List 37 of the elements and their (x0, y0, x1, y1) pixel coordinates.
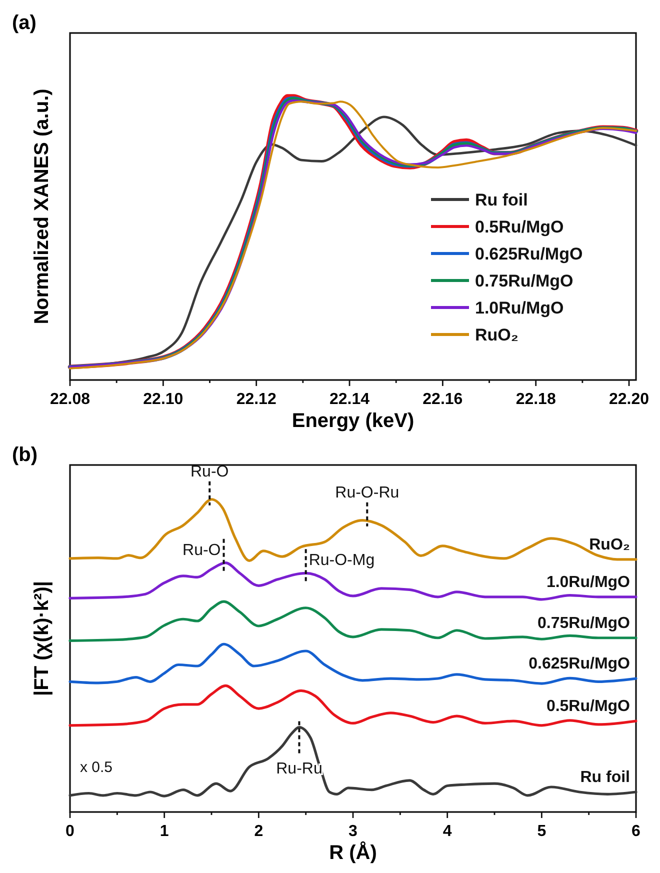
series-label: 0.5Ru/MgO (546, 698, 630, 716)
legend-label: 0.5Ru/MgO (475, 218, 564, 237)
text: 22.10 (143, 391, 184, 408)
x-tick-label: 22.18 (516, 391, 556, 408)
series-label: 0.75Ru/MgO (538, 614, 630, 632)
annotation: x 0.5 (80, 759, 113, 776)
series-label: Ru foil (580, 768, 630, 786)
x-tick-label: 22.16 (422, 391, 463, 408)
annotation: Ru-O-Mg (308, 552, 375, 570)
x-tick-label: 22.12 (236, 391, 276, 408)
chart-title: (a) (12, 12, 36, 34)
annotation: Ru-O (190, 463, 229, 480)
legend-label: 0.75Ru/MgO (475, 272, 574, 291)
x-tick-label: 6 (632, 823, 641, 840)
legend-label: 1.0Ru/MgO (475, 298, 564, 318)
y-axis-title: Normalized XANES (a.u.) (31, 88, 53, 324)
x-axis-title: Energy (keV) (292, 410, 414, 432)
annotation: Ru-O-Ru (335, 484, 400, 502)
legend-label: RuO₂ (475, 326, 518, 345)
x-tick-label: 3 (348, 823, 358, 840)
x-tick-label: 5 (537, 823, 546, 840)
x-axis-title: R (Å) (329, 841, 377, 864)
chart-title: (b) (12, 444, 38, 466)
series-label: 1.0Ru/MgO (546, 574, 630, 591)
y-axis-title: |FT (χ(k)·k²)| (31, 581, 53, 696)
legend-label: 0.625Ru/MgO (475, 244, 583, 264)
x-tick-label: 22.14 (329, 391, 370, 408)
x-tick-label: 2 (254, 823, 264, 840)
series-label: 0.625Ru/MgO (528, 656, 630, 673)
x-tick-label: 22.08 (50, 391, 90, 408)
series-label: RuO₂ (589, 536, 630, 554)
x-tick-label: 4 (442, 823, 452, 840)
x-tick-label: 1 (160, 823, 169, 840)
x-tick-label: 0 (66, 823, 75, 840)
legend-label: Ru foil (475, 190, 528, 210)
annotation: Ru-O (182, 542, 221, 559)
text: 22.20 (608, 391, 650, 408)
